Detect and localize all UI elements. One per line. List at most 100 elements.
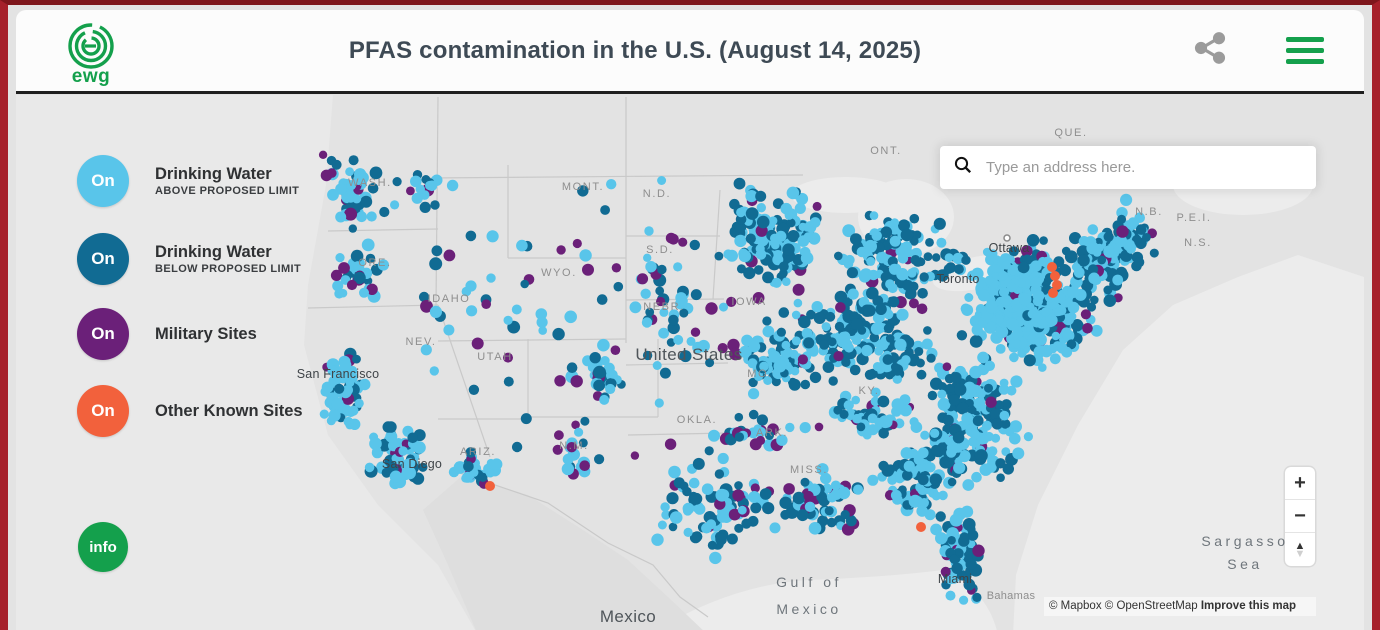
map-dot[interactable] (902, 279, 914, 291)
map-dot[interactable] (535, 308, 548, 320)
map-dot[interactable] (657, 264, 667, 275)
map-dot[interactable] (697, 339, 710, 353)
map-dot[interactable] (1049, 353, 1061, 365)
map-dot[interactable] (752, 292, 765, 304)
map-dot[interactable] (733, 177, 746, 190)
map-dot[interactable] (1112, 274, 1124, 286)
map-dot[interactable] (969, 429, 980, 440)
map-dot[interactable] (754, 372, 763, 382)
map-dot[interactable] (830, 488, 842, 500)
map-dot[interactable] (979, 434, 989, 445)
map-dot[interactable] (566, 442, 577, 453)
map-dot[interactable] (640, 288, 651, 299)
map-dot[interactable] (1038, 363, 1047, 372)
map-dot[interactable] (1010, 375, 1023, 388)
map-dot[interactable] (365, 253, 376, 264)
map-dot[interactable] (552, 327, 565, 341)
map-dot[interactable] (809, 371, 822, 384)
map-dot[interactable] (398, 446, 408, 456)
map-dot[interactable] (782, 277, 791, 287)
map-dot[interactable] (369, 166, 383, 180)
map-dot[interactable] (984, 360, 995, 371)
map-dot[interactable] (490, 458, 503, 471)
map-dot[interactable] (886, 464, 896, 474)
map-dot[interactable] (995, 325, 1009, 339)
map-dot[interactable] (390, 200, 400, 210)
map-dot[interactable] (797, 354, 809, 365)
pitch-toggle-button[interactable]: ▲ ▼ (1285, 533, 1315, 566)
map-dot[interactable] (1000, 294, 1012, 306)
map-dot[interactable] (734, 481, 743, 490)
map-dot[interactable] (791, 336, 801, 346)
improve-map-link[interactable]: Improve this map (1200, 600, 1297, 612)
map-dot[interactable] (613, 281, 624, 292)
map-dot[interactable] (605, 383, 616, 395)
map-dot[interactable] (682, 502, 695, 515)
map-dot[interactable] (959, 595, 969, 605)
map-dot[interactable] (942, 362, 952, 372)
map-dot[interactable] (753, 424, 763, 434)
map-dot[interactable] (842, 224, 856, 238)
map-dot[interactable] (1090, 295, 1099, 305)
map-dot[interactable] (917, 288, 928, 299)
map-dot[interactable] (1103, 285, 1113, 295)
map-dot[interactable] (788, 378, 801, 391)
map-dot-other[interactable] (1047, 262, 1057, 272)
map-dot[interactable] (1062, 313, 1075, 326)
map-dot[interactable] (1034, 334, 1044, 344)
legend-toggle-2[interactable]: On (77, 308, 129, 360)
map-dot[interactable] (478, 472, 488, 482)
map-dot[interactable] (1116, 225, 1129, 238)
map-dot[interactable] (403, 466, 416, 480)
map-dot[interactable] (734, 523, 744, 533)
map-dot[interactable] (878, 460, 889, 471)
map-dot[interactable] (630, 451, 640, 460)
map-dot[interactable] (969, 365, 983, 379)
map-dot[interactable] (679, 350, 692, 363)
map-dot[interactable] (816, 463, 829, 476)
map-dot[interactable] (833, 351, 844, 362)
map-dot[interactable] (982, 247, 992, 257)
map-dot[interactable] (1061, 346, 1073, 358)
map-dot[interactable] (692, 457, 705, 470)
map-dot[interactable] (1026, 234, 1040, 247)
map-dot[interactable] (645, 261, 657, 273)
map-dot[interactable] (642, 350, 653, 361)
map-dot[interactable] (985, 396, 997, 408)
map-dot[interactable] (425, 180, 435, 191)
map-dot[interactable] (923, 252, 933, 261)
map-dot[interactable] (554, 430, 564, 441)
map-dot[interactable] (870, 396, 881, 407)
map-dot[interactable] (701, 522, 712, 534)
map-dot[interactable] (1127, 217, 1138, 228)
map-dot[interactable] (930, 523, 942, 536)
map-dot[interactable] (564, 310, 577, 324)
map-dot[interactable] (910, 421, 923, 434)
map-dot[interactable] (909, 213, 920, 224)
map-dot[interactable] (840, 510, 850, 520)
map-dot[interactable] (849, 364, 861, 376)
map-dot[interactable] (937, 382, 947, 391)
map-dot[interactable] (824, 506, 834, 516)
map-dot[interactable] (935, 532, 948, 545)
map-dot[interactable] (682, 486, 692, 497)
map-dot[interactable] (338, 262, 350, 274)
map-dot[interactable] (750, 483, 760, 493)
map-dot[interactable] (908, 494, 922, 508)
map-dot[interactable] (782, 243, 795, 256)
map-dot[interactable] (995, 458, 1006, 469)
map-dot[interactable] (1012, 447, 1025, 460)
map-dot[interactable] (785, 422, 795, 433)
map-dot[interactable] (973, 397, 986, 410)
map-dot[interactable] (965, 558, 977, 570)
map-dot[interactable] (401, 439, 411, 449)
map-dot[interactable] (366, 211, 377, 222)
map-dot[interactable] (420, 299, 433, 313)
share-button[interactable] (1192, 30, 1228, 71)
map-dot[interactable] (571, 420, 580, 430)
map-dot[interactable] (778, 261, 789, 272)
map-dot[interactable] (814, 422, 824, 432)
map-dot[interactable] (759, 488, 772, 500)
map-dot[interactable] (443, 249, 456, 262)
map-dot[interactable] (606, 179, 617, 190)
